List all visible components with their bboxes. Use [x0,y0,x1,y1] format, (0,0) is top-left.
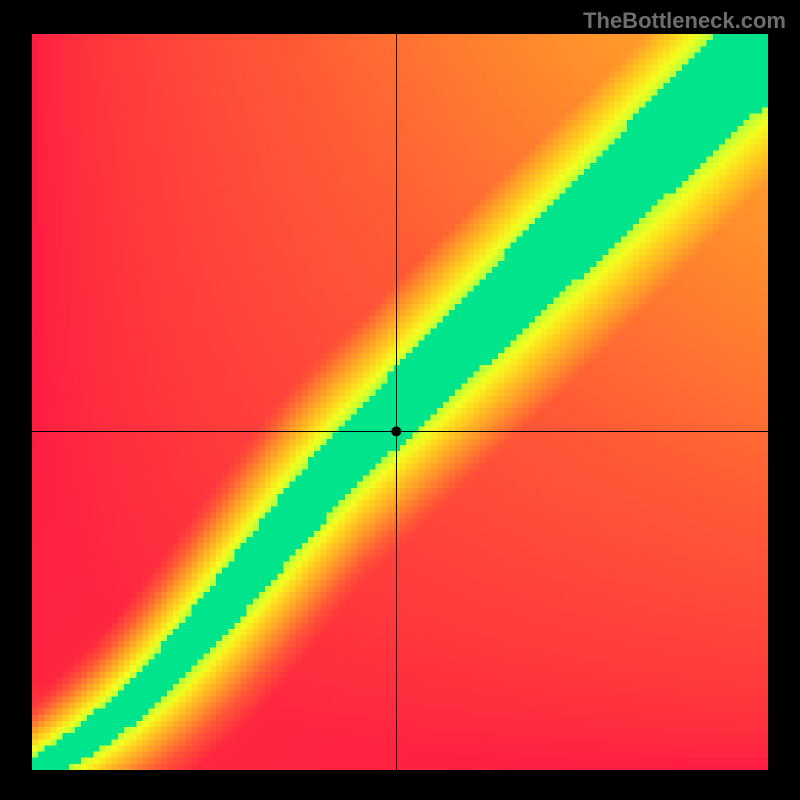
chart-frame [32,34,768,770]
crosshair-overlay [32,34,768,770]
watermark-text: TheBottleneck.com [583,8,786,34]
